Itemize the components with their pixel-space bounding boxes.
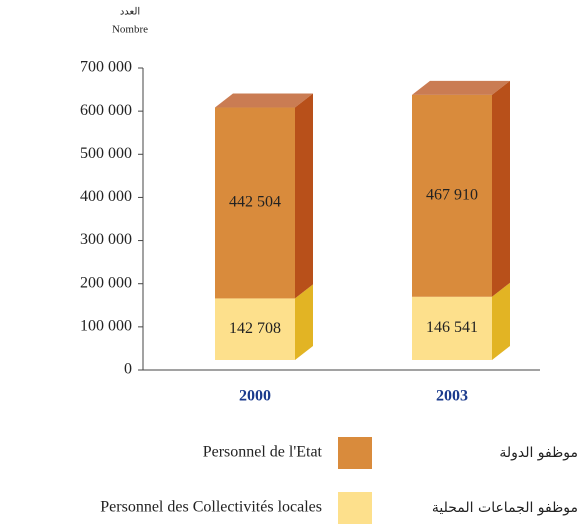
- bar-segment: [412, 94, 492, 297]
- bar-side: [492, 282, 510, 360]
- x-tick-label: 2003: [436, 388, 468, 405]
- legend-swatch: [338, 492, 372, 524]
- y-tick-label: 500 000: [80, 145, 132, 162]
- y-tick-label: 200 000: [80, 274, 132, 291]
- legend-label: Personnel des Collectivités locales: [100, 499, 322, 516]
- legend-label-ar: موظفو الجماعات المحلية: [432, 500, 578, 516]
- y-tick-label: 400 000: [80, 188, 132, 205]
- bar-side: [492, 80, 510, 297]
- bar-segment: [215, 107, 295, 299]
- bar-segment: [215, 298, 295, 360]
- y-label-ar: العدد: [120, 6, 140, 17]
- x-tick-label: 2000: [239, 388, 271, 405]
- legend-swatch: [338, 437, 372, 469]
- y-tick-label: 300 000: [80, 231, 132, 248]
- value-label: 142 708: [229, 320, 281, 337]
- y-tick-label: 0: [124, 361, 132, 378]
- y-tick-label: 600 000: [80, 102, 132, 119]
- bar-side: [295, 284, 313, 360]
- y-label: Nombre: [112, 24, 148, 36]
- legend-label-ar: موظفو الدولة: [499, 445, 578, 461]
- bar-segment: [412, 296, 492, 360]
- legend-label: Personnel de l'Etat: [203, 444, 323, 461]
- bar-top: [412, 80, 510, 95]
- bar-top: [215, 93, 313, 108]
- value-label: 442 504: [229, 194, 281, 211]
- value-label: 146 541: [426, 319, 478, 336]
- y-tick-label: 700 000: [80, 59, 132, 76]
- bar-side: [295, 93, 313, 299]
- y-tick-label: 100 000: [80, 318, 132, 335]
- value-label: 467 910: [426, 187, 478, 204]
